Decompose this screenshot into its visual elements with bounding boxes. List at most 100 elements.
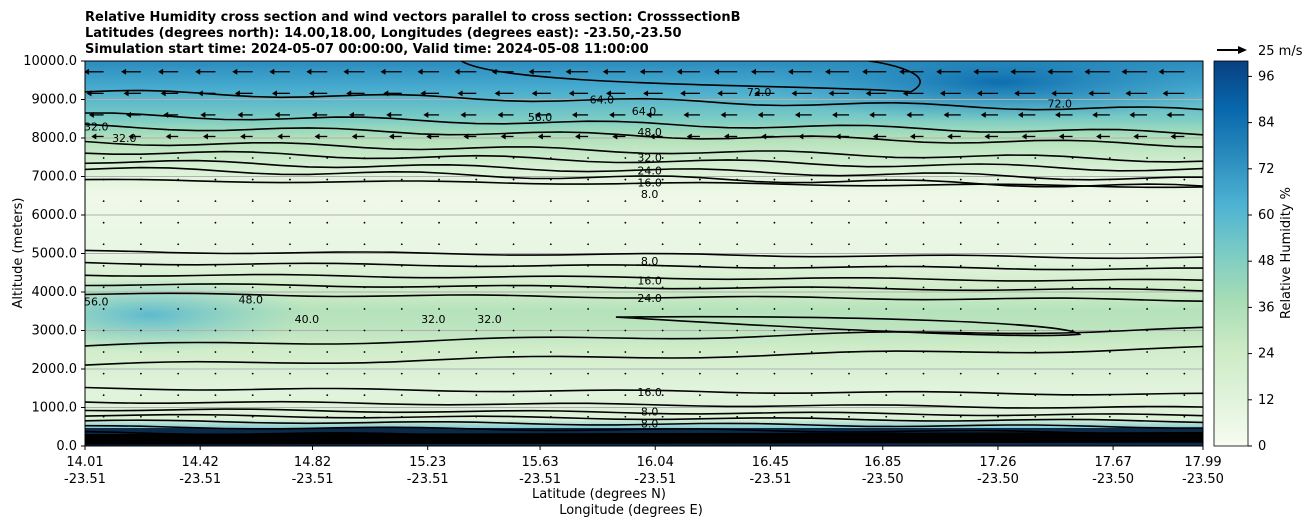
wind-vector (1146, 372, 1148, 375)
wind-vector (400, 243, 403, 246)
wind-vector (773, 178, 776, 181)
wind-vector (959, 415, 962, 418)
wind-vector (1108, 308, 1111, 310)
contour-label: 56.0 (528, 111, 553, 124)
y-tick-label: 5000.0 (32, 247, 78, 262)
wind-vector (736, 415, 739, 418)
wind-vector (736, 264, 739, 267)
wind-vector (475, 329, 478, 332)
x-axis-label: Latitude (degrees N) (532, 487, 666, 502)
wind-vector (661, 221, 664, 224)
wind-vector-head (85, 68, 90, 75)
wind-vector (773, 372, 776, 375)
wind-vector (102, 157, 105, 159)
wind-vector-head (417, 68, 423, 75)
wind-vector (885, 372, 888, 375)
quiver-key: 25 m/s (1217, 44, 1303, 59)
wind-vector (1034, 157, 1037, 159)
wind-vector-head (128, 133, 134, 140)
wind-vector (512, 394, 515, 397)
contour-label: 24.0 (637, 292, 662, 305)
wind-vector (1183, 200, 1186, 203)
wind-vector (810, 308, 813, 310)
wind-vector (475, 178, 478, 181)
wind-vector (1108, 221, 1111, 224)
wind-vector (922, 243, 925, 246)
wind-vector-head (609, 111, 615, 118)
wind-vector (140, 329, 142, 332)
wind-vector-head (754, 90, 760, 97)
wind-vector-head (1010, 68, 1016, 75)
contour-line (85, 283, 1203, 292)
wind-vector (289, 200, 291, 203)
x-tick-label-lat: 14.82 (294, 455, 331, 470)
y-tick-label: 1000.0 (32, 401, 78, 416)
wind-vector (251, 394, 254, 397)
wind-vector-head (943, 111, 949, 118)
wind-vector-head (309, 90, 315, 97)
contour-labels: 56.048.032.024.016.08.064.064.072.072.03… (85, 86, 1072, 431)
wind-vector (289, 372, 291, 375)
wind-vector-head (788, 68, 794, 75)
contour-line (85, 345, 1203, 366)
x-axis-label-secondary: Longitude (degrees E) (559, 503, 703, 518)
wind-vector (587, 415, 589, 418)
contour-line (85, 249, 1203, 260)
wind-vector-head (269, 68, 275, 75)
wind-vector (810, 200, 813, 203)
x-tick-label-lon: -23.51 (749, 472, 791, 487)
wind-vector (922, 286, 925, 289)
wind-vector-head (980, 111, 986, 118)
wind-vector (848, 221, 850, 224)
wind-vector-head (1047, 68, 1053, 75)
wind-vector (214, 157, 217, 159)
wind-vector (661, 157, 664, 159)
wind-vector (699, 157, 701, 159)
wind-vector (922, 308, 925, 310)
wind-vector (587, 394, 589, 397)
wind-vector (848, 308, 850, 310)
wind-vector-head (237, 111, 243, 118)
contour-line (85, 150, 1203, 172)
y-axis-label: Altitude (meters) (11, 198, 26, 309)
wind-vector-head (602, 68, 608, 75)
wind-vector (251, 157, 254, 159)
wind-vector (699, 243, 701, 246)
y-tick-label: 4000.0 (32, 285, 78, 300)
wind-vector (363, 200, 366, 203)
contour-label: 32.0 (421, 313, 446, 326)
wind-vector-head (1162, 90, 1168, 97)
wind-vector (214, 351, 217, 353)
wind-vector (1146, 264, 1148, 267)
wind-vector-head (643, 90, 649, 97)
wind-vector (661, 329, 664, 332)
wind-vector (922, 221, 925, 224)
wind-vector (475, 308, 478, 310)
x-tick-label-lon: -23.50 (1182, 472, 1224, 487)
wind-vector-head (1021, 133, 1027, 140)
wind-vector-head (862, 68, 868, 75)
contour-line (85, 424, 1203, 435)
contour-line (85, 408, 1203, 417)
wind-vector (326, 200, 329, 203)
wind-vector (1071, 286, 1074, 289)
contour-line (85, 437, 1203, 442)
wind-vector (102, 200, 105, 203)
wind-vector-head (869, 111, 875, 118)
x-tick-label-lon: -23.50 (862, 472, 904, 487)
wind-vector (1034, 415, 1037, 418)
wind-vector (997, 329, 999, 332)
wind-vector (848, 157, 850, 159)
wind-vector (959, 308, 962, 310)
wind-vector (661, 394, 664, 397)
contour-label: 40.0 (295, 313, 320, 326)
wind-vector (363, 372, 366, 375)
wind-vector-head (202, 133, 208, 140)
x-tick-label-lat: 17.99 (1184, 455, 1221, 470)
x-tick-label-lon: -23.50 (1092, 472, 1134, 487)
wind-vector (848, 394, 850, 397)
wind-vector-head (906, 111, 912, 118)
contour-line (85, 400, 1203, 409)
wind-vector (102, 308, 105, 310)
